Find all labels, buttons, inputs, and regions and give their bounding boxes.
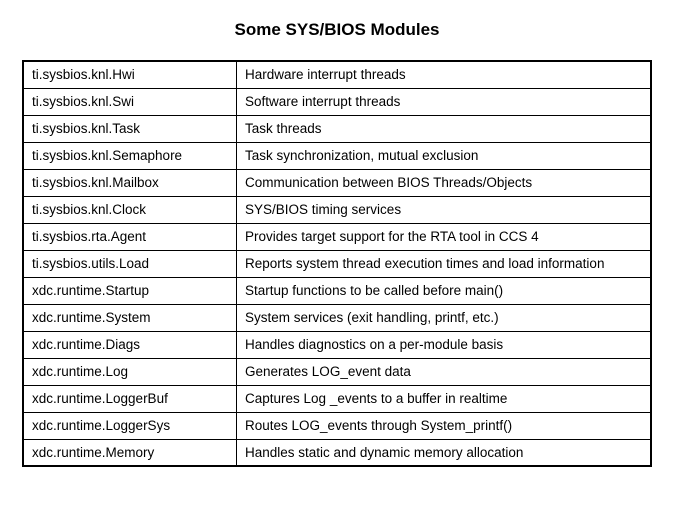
description-cell: Task threads xyxy=(237,115,651,142)
module-cell: xdc.runtime.Memory xyxy=(23,439,237,466)
module-cell: ti.sysbios.knl.Task xyxy=(23,115,237,142)
module-cell: xdc.runtime.Diags xyxy=(23,331,237,358)
table-row: xdc.runtime.DiagsHandles diagnostics on … xyxy=(23,331,651,358)
description-cell: Task synchronization, mutual exclusion xyxy=(237,142,651,169)
description-cell: System services (exit handling, printf, … xyxy=(237,304,651,331)
description-cell: Routes LOG_events through System_printf(… xyxy=(237,412,651,439)
modules-table: ti.sysbios.knl.HwiHardware interrupt thr… xyxy=(22,60,652,467)
table-row: xdc.runtime.SystemSystem services (exit … xyxy=(23,304,651,331)
description-cell: Reports system thread execution times an… xyxy=(237,250,651,277)
module-cell: ti.sysbios.utils.Load xyxy=(23,250,237,277)
description-cell: Software interrupt threads xyxy=(237,88,651,115)
module-cell: xdc.runtime.Startup xyxy=(23,277,237,304)
module-cell: ti.sysbios.knl.Semaphore xyxy=(23,142,237,169)
description-cell: SYS/BIOS timing services xyxy=(237,196,651,223)
module-cell: ti.sysbios.knl.Swi xyxy=(23,88,237,115)
table-row: ti.sysbios.knl.HwiHardware interrupt thr… xyxy=(23,61,651,88)
module-cell: ti.sysbios.knl.Hwi xyxy=(23,61,237,88)
table-row: xdc.runtime.LogGenerates LOG_event data xyxy=(23,358,651,385)
module-cell: xdc.runtime.Log xyxy=(23,358,237,385)
module-cell: ti.sysbios.knl.Mailbox xyxy=(23,169,237,196)
description-cell: Generates LOG_event data xyxy=(237,358,651,385)
description-cell: Captures Log _events to a buffer in real… xyxy=(237,385,651,412)
module-cell: xdc.runtime.LoggerSys xyxy=(23,412,237,439)
description-cell: Startup functions to be called before ma… xyxy=(237,277,651,304)
table-row: ti.sysbios.knl.SemaphoreTask synchroniza… xyxy=(23,142,651,169)
table-row: ti.sysbios.knl.SwiSoftware interrupt thr… xyxy=(23,88,651,115)
module-cell: ti.sysbios.rta.Agent xyxy=(23,223,237,250)
module-cell: ti.sysbios.knl.Clock xyxy=(23,196,237,223)
description-cell: Provides target support for the RTA tool… xyxy=(237,223,651,250)
description-cell: Hardware interrupt threads xyxy=(237,61,651,88)
table-row: ti.sysbios.knl.MailboxCommunication betw… xyxy=(23,169,651,196)
table-row: ti.sysbios.utils.LoadReports system thre… xyxy=(23,250,651,277)
table-row: ti.sysbios.knl.TaskTask threads xyxy=(23,115,651,142)
table-row: ti.sysbios.knl.ClockSYS/BIOS timing serv… xyxy=(23,196,651,223)
table-row: xdc.runtime.MemoryHandles static and dyn… xyxy=(23,439,651,466)
module-cell: xdc.runtime.System xyxy=(23,304,237,331)
description-cell: Handles static and dynamic memory alloca… xyxy=(237,439,651,466)
table-row: ti.sysbios.rta.AgentProvides target supp… xyxy=(23,223,651,250)
modules-table-body: ti.sysbios.knl.HwiHardware interrupt thr… xyxy=(23,61,651,466)
table-row: xdc.runtime.LoggerSysRoutes LOG_events t… xyxy=(23,412,651,439)
table-row: xdc.runtime.LoggerBufCaptures Log _event… xyxy=(23,385,651,412)
module-cell: xdc.runtime.LoggerBuf xyxy=(23,385,237,412)
page-title: Some SYS/BIOS Modules xyxy=(22,20,652,40)
table-row: xdc.runtime.StartupStartup functions to … xyxy=(23,277,651,304)
description-cell: Handles diagnostics on a per-module basi… xyxy=(237,331,651,358)
description-cell: Communication between BIOS Threads/Objec… xyxy=(237,169,651,196)
page-container: Some SYS/BIOS Modules ti.sysbios.knl.Hwi… xyxy=(0,0,674,487)
